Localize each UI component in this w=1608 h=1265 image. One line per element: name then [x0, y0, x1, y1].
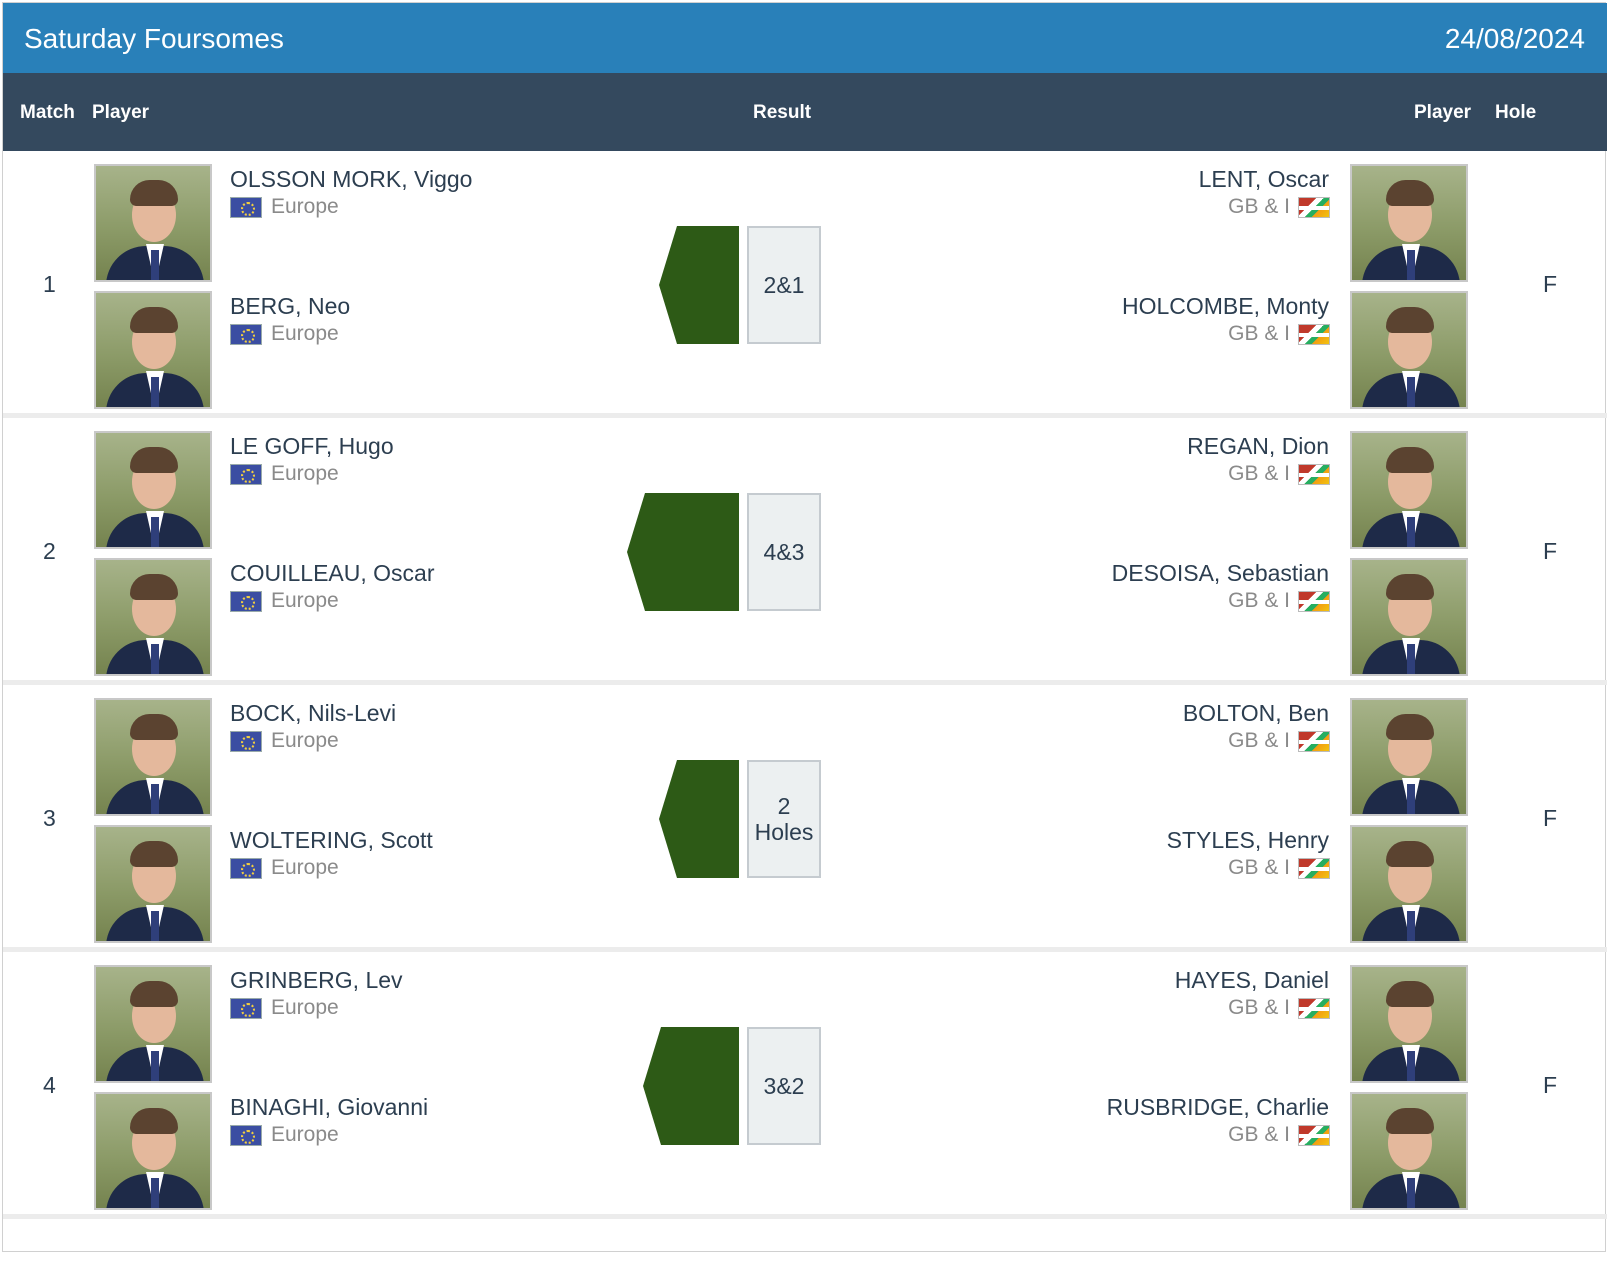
player-name-left[interactable]: GRINBERG, Lev: [230, 967, 403, 993]
player-name-right[interactable]: BOLTON, Ben: [1182, 700, 1329, 726]
player-name-left[interactable]: LE GOFF, Hugo: [230, 433, 394, 459]
gbi-flag-icon: [1298, 858, 1330, 879]
player-name-left[interactable]: WOLTERING, Scott: [230, 827, 433, 853]
match-number: 3: [43, 805, 56, 831]
match-row[interactable]: 2 F LE GOFF, Hugo Europe REGAN, Dion GB & I CO…: [3, 418, 1607, 685]
player-team-left: Europe: [271, 195, 339, 218]
match-hole: F: [1543, 805, 1558, 831]
player-photo-right: [1350, 825, 1468, 943]
player-team-right: GB & I: [1228, 322, 1290, 345]
match-hole: F: [1543, 271, 1558, 297]
player-team-right: GB & I: [1228, 856, 1290, 879]
player-photo-right: [1350, 431, 1468, 549]
player-photo-left: [94, 431, 212, 549]
player-photo-left: [94, 965, 212, 1083]
gbi-flag-icon: [1298, 731, 1330, 752]
player-name-right[interactable]: REGAN, Dion: [1187, 433, 1329, 459]
eu-flag-icon: [230, 197, 262, 218]
eu-flag-icon: [230, 731, 262, 752]
eu-flag-icon: [230, 858, 262, 879]
column-match: Match: [20, 102, 75, 123]
player-team-right: GB & I: [1228, 589, 1290, 612]
column-header: Match Player Result Player Hole: [3, 73, 1607, 151]
player-photo-right: [1350, 965, 1468, 1083]
player-team-left: Europe: [271, 589, 339, 612]
gbi-flag-icon: [1298, 324, 1330, 345]
player-photo-right: [1350, 291, 1468, 409]
result-margin-bar: [659, 760, 739, 878]
player-photo-left: [94, 558, 212, 676]
player-name-right[interactable]: HOLCOMBE, Monty: [1121, 293, 1329, 319]
player-photo-left: [94, 164, 212, 282]
player-team-right: GB & I: [1228, 462, 1290, 485]
column-hole: Hole: [1495, 102, 1537, 123]
player-photo-left: [94, 698, 212, 816]
result-margin-bar: [643, 1027, 739, 1145]
match-number: 2: [43, 538, 56, 564]
eu-flag-icon: [230, 998, 262, 1019]
player-team-right: GB & I: [1228, 729, 1290, 752]
player-name-right[interactable]: LENT, Oscar: [1198, 166, 1329, 192]
row-divider: [3, 1214, 1607, 1219]
result-box[interactable]: 3&2: [747, 1027, 821, 1145]
player-name-left[interactable]: OLSSON MORK, Viggo: [230, 166, 473, 192]
result-box[interactable]: 4&3: [747, 493, 821, 611]
result-box[interactable]: 2 Holes: [747, 760, 821, 878]
result-margin-bar: [627, 493, 739, 611]
player-team-right: GB & I: [1228, 195, 1290, 218]
player-name-left[interactable]: COUILLEAU, Oscar: [230, 560, 435, 586]
player-name-right[interactable]: STYLES, Henry: [1166, 827, 1329, 853]
player-name-left[interactable]: BINAGHI, Giovanni: [230, 1094, 429, 1120]
player-photo-left: [94, 825, 212, 943]
session-title: Saturday Foursomes: [24, 23, 284, 54]
eu-flag-icon: [230, 591, 262, 612]
column-result: Result: [753, 102, 812, 123]
result-margin-bar: [659, 226, 739, 344]
player-team-left: Europe: [271, 729, 339, 752]
match-hole: F: [1543, 538, 1558, 564]
player-name-left[interactable]: BOCK, Nils-Levi: [230, 700, 397, 726]
player-photo-right: [1350, 1092, 1468, 1210]
eu-flag-icon: [230, 464, 262, 485]
gbi-flag-icon: [1298, 1125, 1330, 1146]
match-number: 1: [43, 271, 56, 297]
gbi-flag-icon: [1298, 464, 1330, 485]
result-box[interactable]: 2&1: [747, 226, 821, 344]
gbi-flag-icon: [1298, 197, 1330, 218]
player-photo-left: [94, 291, 212, 409]
column-player-right: Player: [1414, 102, 1472, 123]
player-team-left: Europe: [271, 462, 339, 485]
row-divider: [3, 680, 1607, 685]
player-team-left: Europe: [271, 996, 339, 1019]
player-name-right[interactable]: RUSBRIDGE, Charlie: [1106, 1094, 1329, 1120]
match-row[interactable]: 1 F OLSSON MORK, Viggo Europe LENT, Oscar GB …: [3, 151, 1607, 418]
player-team-right: GB & I: [1228, 996, 1290, 1019]
gbi-flag-icon: [1298, 998, 1330, 1019]
match-row[interactable]: 3 F BOCK, Nils-Levi Europe BOLTON, Ben GB & I…: [3, 685, 1607, 952]
player-team-right: GB & I: [1228, 1123, 1290, 1146]
eu-flag-icon: [230, 324, 262, 345]
match-hole: F: [1543, 1072, 1558, 1098]
player-photo-right: [1350, 698, 1468, 816]
player-photo-right: [1350, 164, 1468, 282]
column-player-left: Player: [92, 102, 150, 123]
player-photo-right: [1350, 558, 1468, 676]
player-team-left: Europe: [271, 322, 339, 345]
gbi-flag-icon: [1298, 591, 1330, 612]
title-bar: Saturday Foursomes 24/08/2024: [3, 3, 1607, 73]
player-team-left: Europe: [271, 1123, 339, 1146]
player-photo-left: [94, 1092, 212, 1210]
player-name-left[interactable]: BERG, Neo: [230, 293, 351, 319]
match-row[interactable]: 4 F GRINBERG, Lev Europe HAYES, Daniel GB & I…: [3, 952, 1607, 1219]
match-number: 4: [43, 1072, 56, 1098]
session-date: 24/08/2024: [1444, 23, 1585, 54]
row-divider: [3, 413, 1607, 418]
player-name-right[interactable]: HAYES, Daniel: [1174, 967, 1329, 993]
player-team-left: Europe: [271, 856, 339, 879]
row-divider: [3, 947, 1607, 952]
eu-flag-icon: [230, 1125, 262, 1146]
player-name-right[interactable]: DESOISA, Sebastian: [1111, 560, 1329, 586]
